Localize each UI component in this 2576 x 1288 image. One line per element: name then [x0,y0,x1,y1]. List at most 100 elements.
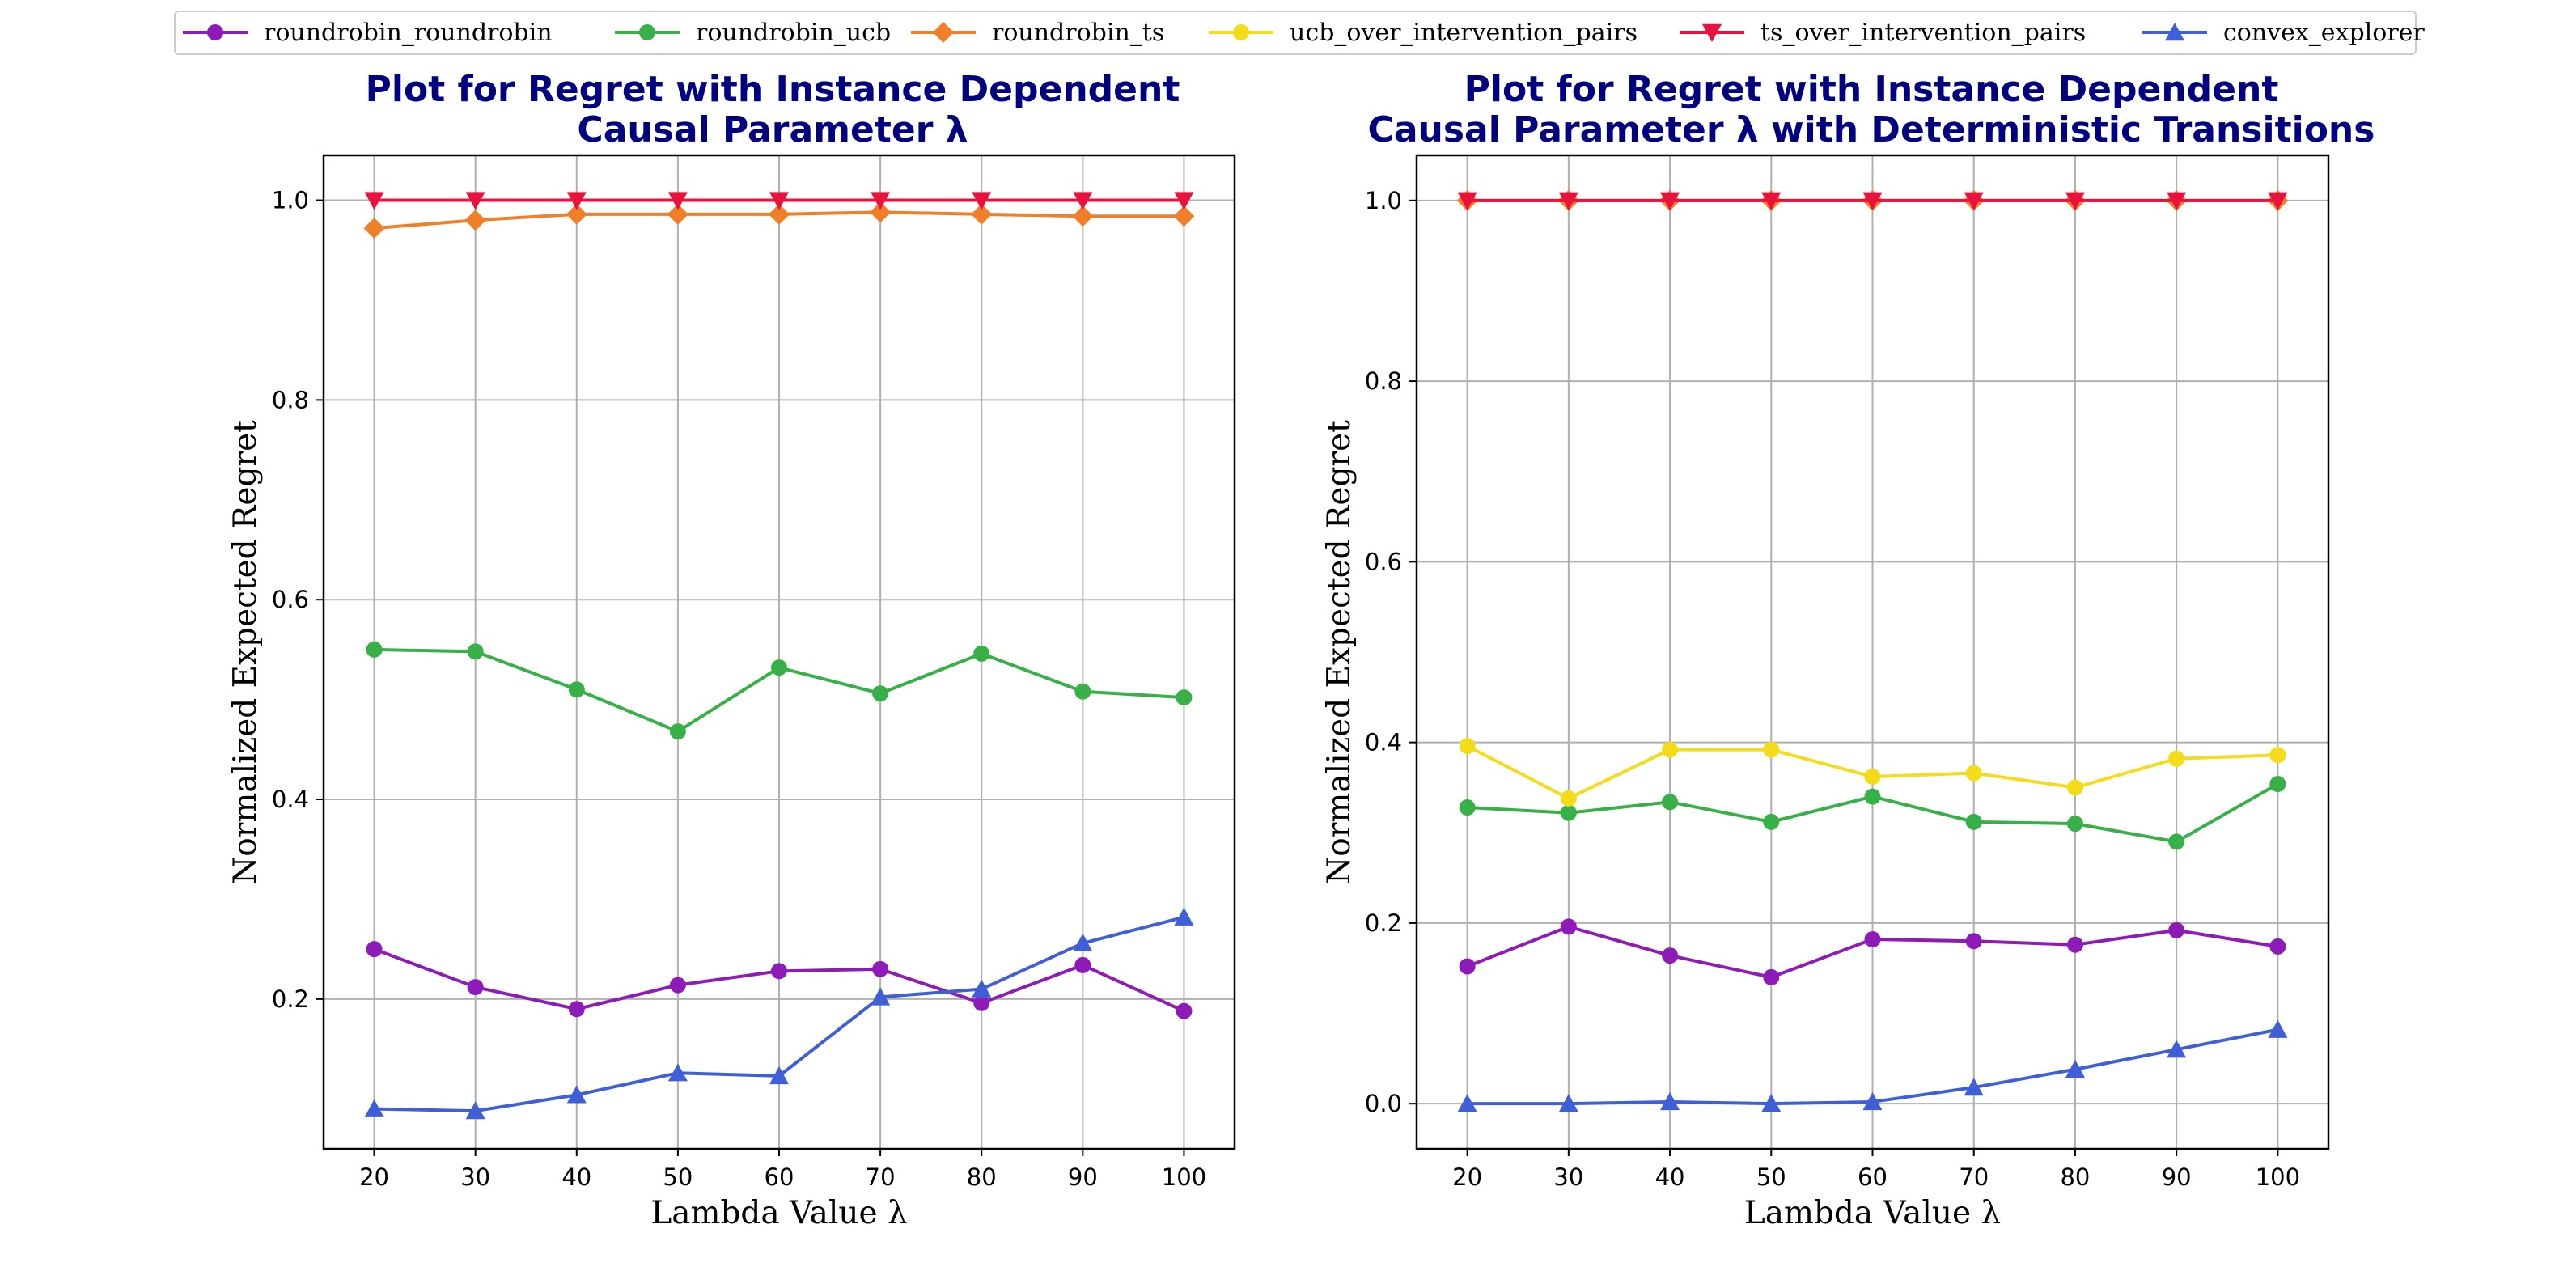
left-chart: 20 30 40 50 60 70 80 90 100 0.2 0.4 0.6 0.8 1.0 Plot f… [227,69,1236,1231]
data-point-roundrobin-roundrobin [973,994,990,1011]
legend-marker-ucb-over-intervention-pairs [1233,24,1249,40]
y-axis-label: Normalized Expected Regret [1321,420,1358,884]
series-roundrobin-roundrobin [1459,918,2286,985]
data-point-ts-over-intervention-pairs [1761,192,1782,210]
legend-marker-ts-over-intervention-pairs [1702,23,1722,42]
data-point-roundrobin-roundrobin [2168,922,2185,938]
legend-item-ts-over-intervention-pairs: ts_over_intervention_pairs [1680,19,2086,47]
data-point-roundrobin-ucb [1864,788,1881,805]
x-tick-label: 100 [2256,1163,2300,1191]
data-point-ts-over-intervention-pairs [972,192,992,210]
data-point-roundrobin-ucb [467,643,484,660]
legend-frame [174,11,2417,55]
x-axis-label: Lambda Value λ [1744,1195,2001,1231]
y-tick-label: 0.4 [1365,729,1402,756]
series-convex-explorer [364,907,1194,1120]
series-ts-over-intervention-pairs [364,192,1194,210]
legend-item-roundrobin-ts: roundrobin_ts [911,19,1164,47]
x-tick-label: 80 [967,1163,997,1191]
data-point-ts-over-intervention-pairs [1660,192,1680,210]
data-point-roundrobin-ucb [1965,813,1982,830]
legend-marker-roundrobin-ucb [639,24,655,40]
chart-title-line: Causal Parameter λ [577,109,968,150]
grid [1417,155,2328,1149]
data-point-convex-explorer [667,1063,688,1082]
data-point-convex-explorer [1964,1078,1984,1096]
series-roundrobin-ucb [366,641,1193,740]
x-tick-label: 90 [2162,1163,2192,1191]
data-point-convex-explorer [364,1099,384,1117]
legend-marker-convex-explorer [2165,23,2184,41]
x-tick-label: 30 [1553,1163,1583,1191]
data-point-roundrobin-ucb [568,681,585,698]
data-point-roundrobin-ucb [1176,689,1193,706]
data-point-convex-explorer [1174,907,1194,926]
data-point-roundrobin-ts [566,203,587,225]
data-point-ucb-over-intervention-pairs [1459,738,1476,755]
legend-label-roundrobin-ucb: roundrobin_ucb [696,19,891,47]
data-point-roundrobin-roundrobin [1459,958,1476,975]
data-point-roundrobin-roundrobin [872,960,889,977]
x-tick-label: 80 [2060,1163,2090,1191]
x-tick-label: 20 [359,1163,389,1191]
data-point-roundrobin-ts [363,218,385,239]
series-ucb-over-intervention-pairs [1459,738,2286,807]
data-point-roundrobin-ucb [2066,816,2083,833]
series-roundrobin-ts [363,201,1195,239]
data-point-roundrobin-ucb [973,645,990,662]
data-point-ucb-over-intervention-pairs [1965,765,1982,782]
data-point-ts-over-intervention-pairs [1174,192,1194,210]
data-point-roundrobin-roundrobin [1763,968,1780,985]
x-tick-label: 60 [1858,1163,1888,1191]
data-point-convex-explorer [2167,1040,2187,1058]
chart-title-line: Causal Parameter λ with Deterministic Tr… [1368,109,2375,150]
x-tick-label: 90 [1068,1163,1098,1191]
data-point-ts-over-intervention-pairs [566,192,587,210]
x-tick-label: 60 [765,1163,794,1191]
legend-item-roundrobin-ucb: roundrobin_ucb [615,19,891,47]
x-tick-label: 70 [1959,1163,1989,1191]
legend-label-roundrobin-ts: roundrobin_ts [992,19,1164,47]
data-point-roundrobin-roundrobin [2066,936,2083,953]
data-point-roundrobin-roundrobin [568,1001,585,1018]
data-point-roundrobin-roundrobin [366,941,383,958]
data-point-ts-over-intervention-pairs [769,192,789,210]
legend-label-roundrobin-roundrobin: roundrobin_roundrobin [264,19,553,47]
data-point-ts-over-intervention-pairs [1558,192,1578,210]
y-tick-label: 0.6 [272,586,309,613]
data-point-convex-explorer [2065,1059,2085,1078]
data-point-ts-over-intervention-pairs [871,192,891,210]
series-roundrobin-roundrobin [366,941,1193,1019]
data-point-convex-explorer [1457,1094,1477,1112]
legend-label-convex-explorer: convex_explorer [2223,19,2425,47]
data-point-roundrobin-ucb [2269,775,2286,792]
series-roundrobin-ucb [1459,775,2286,850]
y-tick-label: 1.0 [272,187,309,214]
y-tick-label: 0.8 [272,386,309,413]
data-point-roundrobin-roundrobin [669,977,686,994]
data-point-roundrobin-ts [870,201,892,223]
data-point-roundrobin-roundrobin [1074,956,1091,973]
legend-item-ucb-over-intervention-pairs: ucb_over_intervention_pairs [1209,19,1638,47]
data-point-convex-explorer [465,1101,485,1120]
data-point-roundrobin-ts [667,203,688,225]
x-tick-label: 30 [460,1163,490,1191]
x-tick-label: 20 [1452,1163,1482,1191]
data-point-roundrobin-ucb [669,723,686,740]
data-point-ucb-over-intervention-pairs [1662,741,1679,758]
y-tick-label: 0.0 [1365,1090,1402,1117]
x-axis-label: Lambda Value λ [650,1195,907,1231]
chart-title-line: Plot for Regret with Instance Dependent [1464,69,2279,110]
ticks: 20 30 40 50 60 70 80 90 100 0.0 0.2 0.4 0.6 0.8 1.0 [1365,187,2300,1191]
y-tick-label: 0.2 [1365,909,1402,937]
data-point-roundrobin-ucb [1763,813,1780,830]
axes-frame [322,154,1236,1150]
data-point-roundrobin-ucb [366,641,383,658]
right-chart: 20 30 40 50 60 70 80 90 100 0.0 0.2 0.4 0.6 0.8 1.0 Plo… [1321,69,2375,1231]
y-tick-label: 1.0 [1365,187,1402,214]
data-point-roundrobin-roundrobin [2269,938,2286,955]
y-tick-label: 0.2 [272,985,309,1013]
ticks: 20 30 40 50 60 70 80 90 100 0.2 0.4 0.6 0.8 1.0 [272,187,1206,1191]
series-group [1456,189,2289,1112]
data-point-ucb-over-intervention-pairs [2269,747,2286,764]
